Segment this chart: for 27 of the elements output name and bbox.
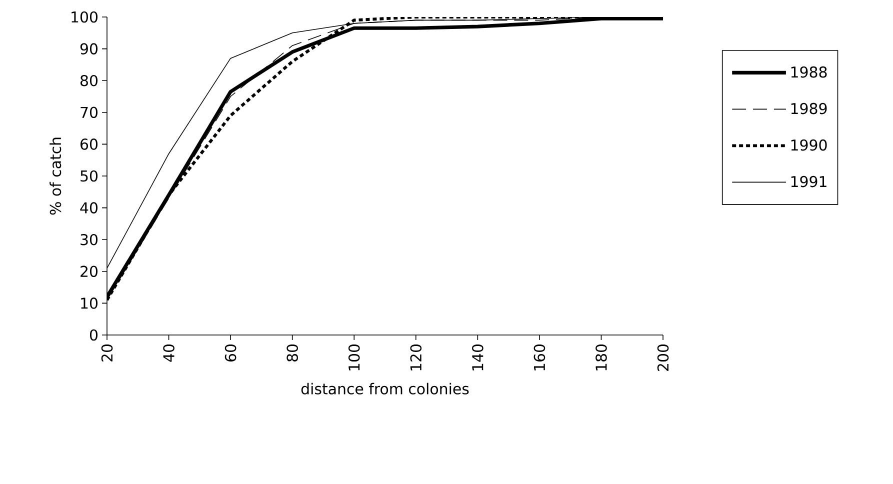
y-tick-label: 70	[80, 106, 98, 118]
legend-label: 1990	[791, 139, 827, 151]
legend-label: 1989	[791, 102, 827, 114]
y-axis-title: % of catch	[50, 138, 62, 215]
x-tick-label: 40	[163, 344, 174, 362]
y-tick-label: 10	[81, 298, 98, 309]
x-tick-label: 120	[410, 344, 422, 370]
x-tick-label: 100	[348, 344, 360, 370]
x-tick-label: 200	[657, 344, 669, 371]
y-tick-label: 30	[80, 234, 98, 246]
y-tick-label: 90	[80, 43, 98, 54]
y-tick-label: 80	[80, 74, 98, 86]
y-tick-label: 100	[72, 11, 98, 23]
y-tick-label: 20	[80, 266, 98, 278]
y-tick-label: 40	[80, 202, 98, 214]
x-tick-label: 160	[534, 344, 546, 370]
y-tick-label: 50	[80, 170, 98, 182]
legend-label: 1991	[791, 176, 826, 188]
legend-label: 1988	[791, 66, 827, 78]
x-axis-title: distance from colonies	[301, 382, 469, 394]
y-tick-label: 0	[90, 329, 98, 341]
x-tick-label: 180	[596, 344, 607, 370]
x-tick-label: 20	[101, 344, 113, 362]
x-tick-label: 80	[286, 344, 298, 362]
y-tick-label: 60	[80, 138, 98, 150]
x-tick-label: 60	[224, 344, 236, 362]
x-tick-label: 140	[472, 344, 484, 370]
